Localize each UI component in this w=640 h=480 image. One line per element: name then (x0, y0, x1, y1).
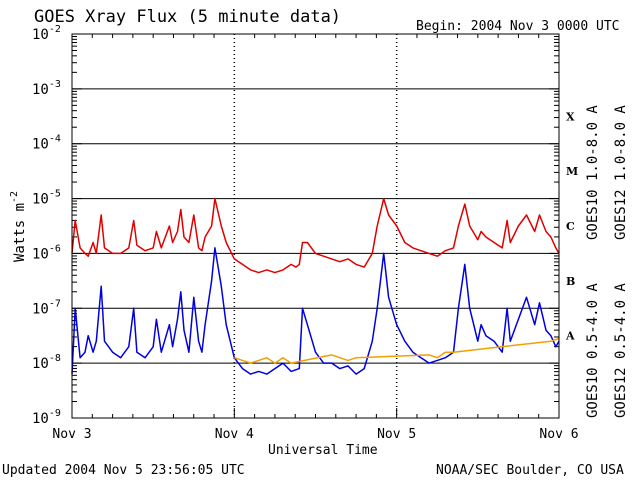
series-lines (71, 197, 560, 375)
flare-class-labels: A B C M X (565, 110, 578, 342)
x-tick-label: Nov 5 (377, 427, 416, 442)
series-line-goes12-1-0-8-0-a (71, 197, 560, 274)
y-tick-label: 10-4 (32, 134, 61, 153)
gridlines (72, 34, 559, 418)
x-axis-label: Universal Time (268, 443, 378, 458)
y-tick-label: 10-9 (32, 408, 61, 427)
chart-title: GOES Xray Flux (5 minute data) (34, 7, 341, 27)
plot-frame (71, 33, 560, 419)
flare-class-label: A (565, 330, 575, 343)
flare-class-label: B (566, 275, 575, 288)
y-axis-ticks: 10-9 10-8 10-7 10-6 10-5 10-4 10-3 10-2 (32, 24, 559, 427)
flare-class-label: C (566, 220, 575, 233)
legend-goes12-short: GOES12 0.5-4.0 A (613, 283, 629, 418)
series-line-goes12-0-5-4-0-a (71, 247, 560, 375)
flare-class-label: X (566, 110, 575, 123)
y-tick-label: 10-5 (32, 189, 61, 208)
y-axis-label-text: Watts m (12, 203, 28, 262)
flare-class-label: M (566, 165, 578, 178)
legend-goes10-long: GOES10 1.0-8.0 A (585, 105, 601, 240)
y-tick-label: 10-6 (32, 243, 61, 262)
x-tick-label: Nov 6 (539, 427, 578, 442)
x-tick-label: Nov 4 (215, 427, 254, 442)
y-tick-label: 10-7 (32, 298, 61, 317)
credit-label: NOAA/SEC Boulder, CO USA (436, 463, 624, 478)
x-tick-label: Nov 3 (52, 427, 91, 442)
y-axis-label: Watts m-2 (9, 191, 28, 262)
updated-timestamp: Updated 2004 Nov 5 23:56:05 UTC (2, 463, 245, 478)
y-tick-label: 10-8 (32, 353, 61, 372)
x-axis-ticks: Nov 3 Nov 4 Nov 5 Nov 6 (52, 34, 579, 442)
begin-label: Begin: 2004 Nov 3 0000 UTC (416, 19, 620, 34)
legend-goes10-short: GOES10 0.5-4.0 A (585, 283, 601, 418)
legend-goes12-long: GOES12 1.0-8.0 A (613, 105, 629, 240)
series-line-goes10-0-5-4-0-a (234, 337, 560, 364)
y-axis-label-sup: -2 (9, 191, 20, 203)
y-tick-label: 10-3 (32, 79, 61, 98)
y-tick-label: 10-2 (32, 24, 61, 43)
